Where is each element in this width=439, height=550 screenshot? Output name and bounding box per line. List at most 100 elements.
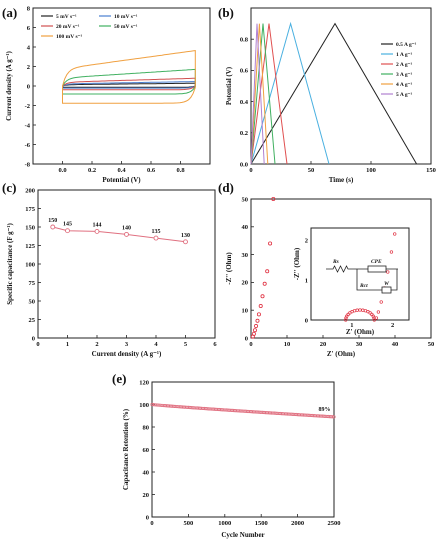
c-y-tick-label: 25: [29, 317, 36, 324]
d-circuit-label-cpe: CPE: [371, 259, 382, 265]
e-x-tick-label: 1500: [255, 520, 268, 527]
e-data-point: [163, 404, 167, 408]
e-data-point: [227, 408, 231, 412]
d-data-point: [260, 294, 265, 299]
e-data-point: [243, 409, 247, 413]
e-data-point: [239, 409, 243, 413]
e-data-point: [201, 406, 205, 411]
e-data-point: [269, 411, 273, 415]
e-data-point: [312, 414, 316, 418]
e-data-point: [188, 405, 192, 410]
b-legend-label: 0.5 A g⁻¹: [396, 42, 417, 48]
e-data-point: [297, 413, 301, 417]
e-data-point: [256, 410, 260, 414]
e-data-point: [154, 403, 158, 407]
c-data-label: 150: [48, 218, 57, 224]
a-plot-frame: [32, 7, 211, 165]
d-x-tick-label: 50: [428, 341, 435, 348]
e-data-point: [323, 414, 327, 418]
c-y-tick-label: 150: [25, 224, 35, 231]
d-inset-y-tick-label: 0: [305, 317, 308, 324]
e-data-point: [322, 414, 326, 418]
e-data-point: [303, 413, 307, 417]
d-circuit-wires: [326, 265, 398, 273]
e-data-point: [173, 404, 177, 409]
c-data-point: [124, 231, 129, 237]
e-data-point: [210, 407, 214, 411]
d-y-axis-label: -Z'' (Ohm): [225, 252, 233, 285]
e-data-point: [217, 407, 221, 412]
b-series-line: [250, 23, 269, 165]
c-data-label: 140: [122, 225, 131, 231]
e-data-point: [325, 414, 329, 419]
e-data-point: [166, 404, 170, 408]
e-data-point: [294, 412, 298, 417]
c-data-label: 144: [93, 222, 102, 228]
a-y-axis-label: Current density (A g⁻¹): [5, 51, 13, 121]
b-x-axis-label: Time (s): [329, 176, 354, 184]
e-data-point: [255, 410, 259, 414]
e-data-point: [213, 407, 217, 411]
d-inset-data-point: [355, 308, 359, 312]
c-data-point: [65, 228, 70, 234]
e-y-tick-label: 20: [143, 492, 150, 499]
d-data-point: [271, 196, 276, 201]
a-x-tick-label: 0.2: [88, 167, 96, 174]
e-data-point: [157, 403, 161, 407]
e-data-point: [221, 408, 225, 412]
d-data-point: [252, 328, 257, 333]
e-data-point: [176, 405, 180, 409]
d-inset-y-tick-label: 1: [305, 277, 308, 284]
e-y-tick-label: 0: [146, 514, 149, 521]
e-data-point: [194, 406, 198, 410]
e-data-point: [186, 405, 190, 410]
e-data-point: [162, 403, 166, 408]
e-data-point: [192, 406, 196, 410]
b-y-tick-label: 0.6: [240, 68, 249, 75]
b-legend-label: 1 A g⁻¹: [396, 52, 413, 58]
b-legend-label: 5 A g⁻¹: [396, 92, 413, 98]
e-data-point: [306, 413, 310, 417]
e-data-point: [189, 406, 193, 410]
d-inset-data-point: [352, 309, 357, 313]
d-inset-frame: [310, 227, 410, 321]
e-plot-frame: [151, 381, 335, 518]
d-plot-frame: [250, 198, 432, 339]
chart-a: 0.0 0.2 0.4 0.6 0.8 -8 -6 -4 -2 0 2 4 6 8 Potential (V…: [5, 5, 211, 184]
d-x-axis-label: Z' (Ohm): [327, 350, 356, 358]
b-x-tick-label: 50: [308, 167, 315, 174]
d-data-point: [254, 324, 259, 329]
d-y-tick-label: 40: [242, 224, 249, 231]
d-data-point: [268, 241, 273, 246]
e-data-point: [180, 405, 185, 409]
d-inset-x-tick-label: 1: [350, 322, 353, 329]
c-y-tick-label: 200: [25, 187, 35, 194]
e-data-point: [261, 410, 265, 415]
d-circuit-warburg: [381, 286, 392, 294]
e-data-point: [195, 406, 199, 410]
b-x-tick-label: 150: [426, 167, 436, 174]
e-data-point: [214, 407, 218, 411]
c-data-label: 135: [152, 229, 161, 235]
e-x-axis-label: Cycle Number: [221, 531, 264, 539]
e-data-point: [252, 410, 256, 414]
c-data-point: [94, 228, 100, 234]
e-data-point: [278, 411, 282, 416]
d-x-tick-label: 20: [320, 341, 327, 348]
c-y-tick-label: 50: [29, 298, 36, 305]
b-y-axis-label: Potential (V): [225, 66, 233, 105]
a-y-tick-label: 0: [27, 83, 30, 90]
e-x-tick-label: 2000: [291, 520, 304, 527]
a-y-tick-label: -6: [25, 142, 31, 149]
a-y-tick-label: -8: [25, 161, 31, 168]
e-data-point: [164, 404, 169, 408]
e-data-point: [291, 412, 295, 416]
e-data-point: [307, 413, 311, 417]
e-data-point: [178, 405, 182, 409]
e-data-point: [153, 403, 157, 407]
a-x-tick-label: 0.8: [176, 167, 185, 174]
chart-b: 0 50 100 150 0.0 0.2 0.4 0.6 0.8 Time (s) Potentia…: [225, 7, 436, 184]
e-data-point: [281, 412, 285, 416]
b-x-tick-label: 0: [249, 167, 252, 174]
e-data-point: [172, 404, 176, 408]
